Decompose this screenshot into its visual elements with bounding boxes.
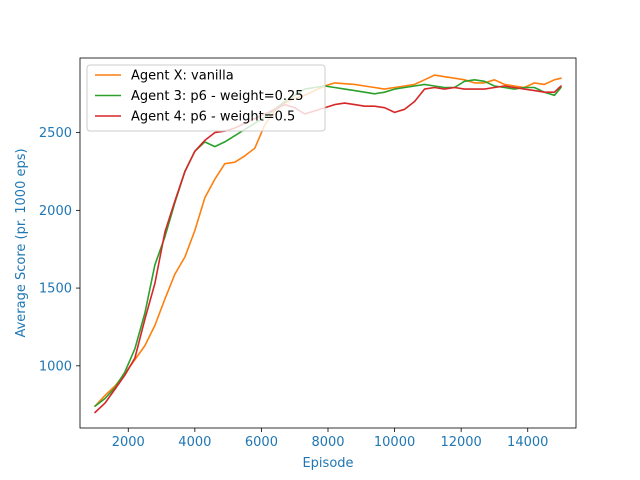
x-tick-label: 12000 bbox=[440, 435, 481, 450]
y-tick-label: 1500 bbox=[39, 282, 72, 297]
legend-box bbox=[86, 64, 326, 132]
x-tick-label: 10000 bbox=[374, 435, 415, 450]
x-tick-label: 2000 bbox=[112, 435, 145, 450]
series-line-3 bbox=[94, 85, 562, 414]
legend: Agent X: vanilla Agent 3: p6 - weight=0.2… bbox=[86, 64, 326, 132]
legend-label-1: Agent X: vanilla bbox=[131, 69, 234, 84]
x-tick-label: 6000 bbox=[245, 435, 278, 450]
x-tick-label: 14000 bbox=[507, 435, 548, 450]
x-tick-label: 8000 bbox=[311, 435, 344, 450]
x-tick-label: 4000 bbox=[178, 435, 211, 450]
legend-label-2: Agent 3: p6 - weight=0.25 bbox=[131, 89, 304, 104]
y-tick-label: 2500 bbox=[39, 126, 72, 141]
legend-label-3: Agent 4: p6 - weight=0.5 bbox=[131, 110, 295, 125]
y-axis-ticks: 1000 1500 2000 2500 bbox=[39, 126, 80, 374]
x-axis-title: Episode bbox=[302, 456, 353, 471]
series-layer bbox=[94, 74, 562, 414]
y-tick-label: 1000 bbox=[39, 359, 72, 374]
x-axis-ticks: 2000 4000 6000 8000 10000 12000 14000 bbox=[112, 428, 548, 450]
y-axis-title: Average Score (pr. 1000 eps) bbox=[14, 148, 29, 337]
y-tick-label: 2000 bbox=[39, 204, 72, 219]
